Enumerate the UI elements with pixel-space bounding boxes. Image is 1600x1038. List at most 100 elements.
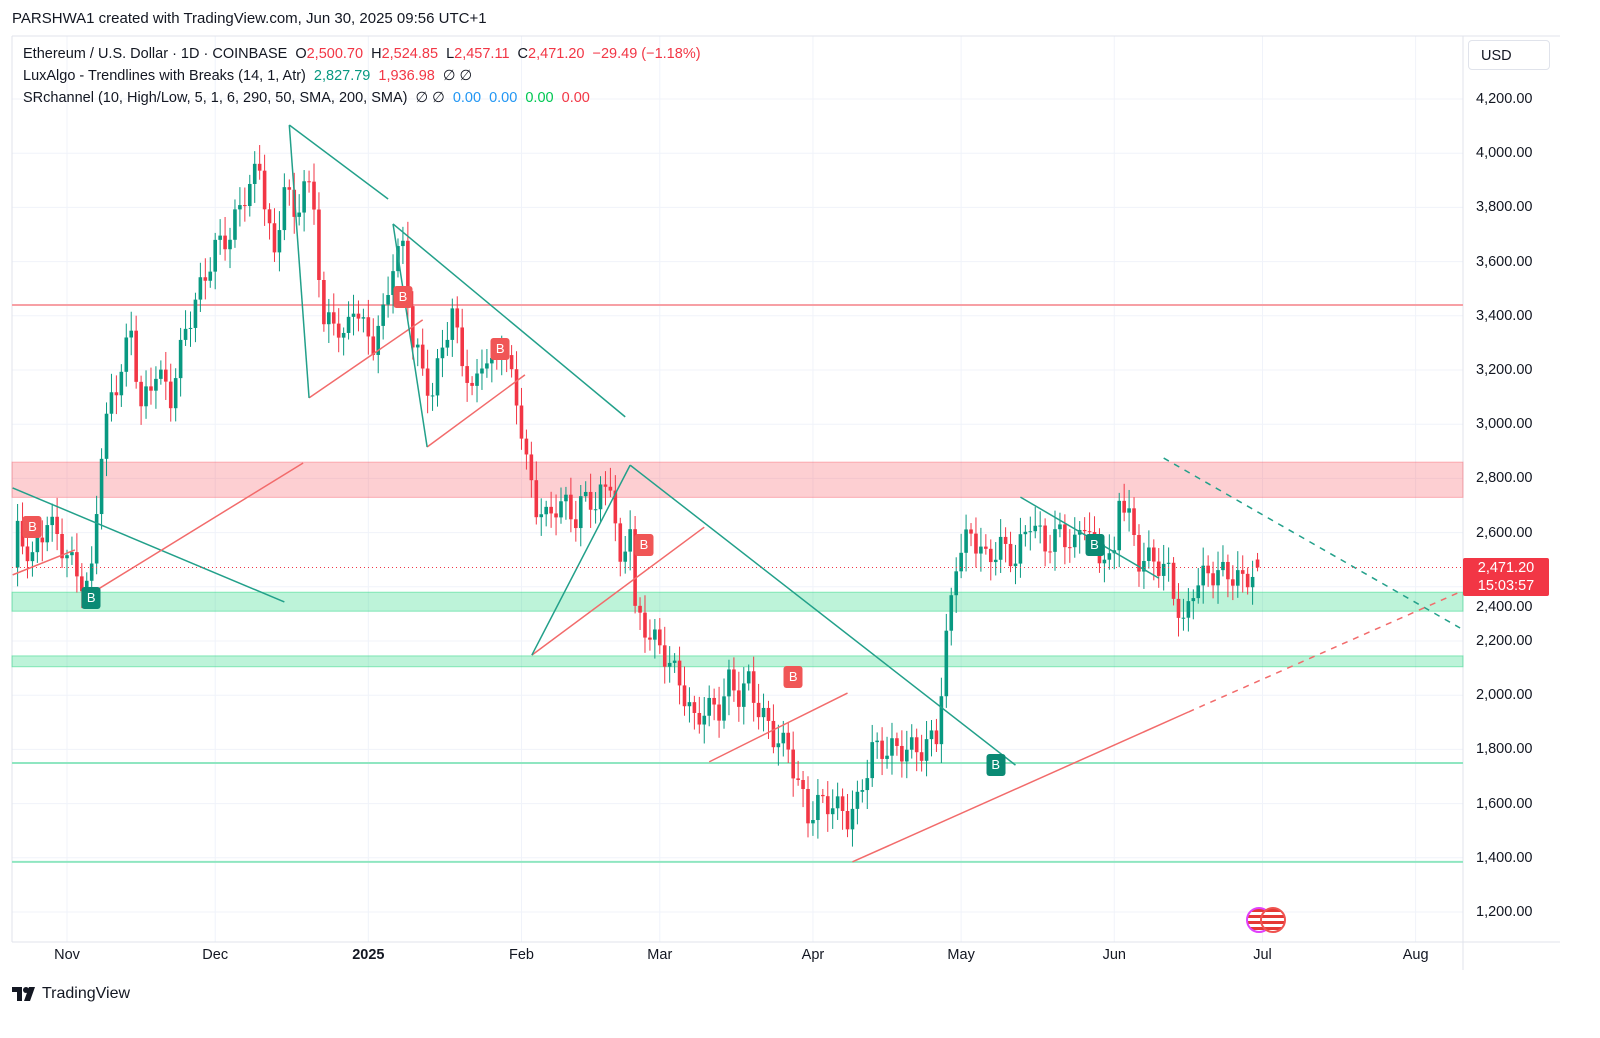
- candle-body: [776, 743, 781, 748]
- candle-body: [830, 808, 835, 815]
- tradingview-logo-icon: [12, 987, 35, 1001]
- candle-body: [1226, 561, 1230, 580]
- candle-body: [801, 779, 805, 789]
- candle-body: [835, 796, 840, 809]
- candle-body: [1245, 573, 1250, 588]
- candle-body: [840, 796, 845, 811]
- candle-body: [356, 313, 361, 319]
- candle-body: [20, 520, 25, 547]
- symbol-name[interactable]: Ethereum / U.S. Dollar · 1D · COINBASE: [23, 46, 288, 62]
- candle-body: [243, 205, 247, 207]
- candle-body: [1008, 543, 1013, 567]
- candle-body: [490, 357, 494, 364]
- candle-body: [475, 373, 479, 386]
- downtrend-line: [12, 487, 285, 603]
- candle-body: [1250, 576, 1255, 588]
- candle-body: [80, 576, 84, 592]
- break-label-down: B: [634, 534, 654, 557]
- trendline-anchor: [392, 223, 428, 448]
- candle-body: [1152, 547, 1156, 562]
- indicator-value: 0.00: [489, 90, 518, 106]
- indicator-legend-luxalgo[interactable]: LuxAlgo - Trendlines with Breaks (14, 1,…: [23, 68, 476, 84]
- candle-body: [993, 559, 998, 563]
- candle-body: [1023, 531, 1028, 535]
- candle-body: [287, 187, 292, 190]
- empty-value-icons: ∅ ∅: [415, 90, 445, 106]
- candle-body: [1191, 598, 1196, 602]
- indicator-name[interactable]: SRchannel (10, High/Low, 5, 1, 6, 290, 5…: [23, 90, 408, 106]
- candle-body: [1072, 534, 1077, 548]
- candle-body: [94, 514, 99, 564]
- candle-body: [1235, 570, 1240, 586]
- uptrend-line: [308, 319, 424, 399]
- candle-body: [949, 595, 954, 631]
- candle-body: [751, 671, 756, 703]
- candle-body: [524, 438, 529, 455]
- support-zone: [11, 655, 1464, 668]
- candle-body: [786, 732, 791, 750]
- candle-body: [707, 697, 711, 716]
- candle-body: [262, 170, 267, 210]
- candle-body: [233, 209, 237, 240]
- candle-body: [741, 683, 746, 707]
- break-label-up: B: [81, 586, 101, 609]
- indicator-name[interactable]: LuxAlgo - Trendlines with Breaks (14, 1,…: [23, 68, 306, 84]
- price-axis-label: 2,600.00: [1476, 524, 1533, 541]
- candle-body: [732, 669, 736, 691]
- candle-body: [485, 363, 489, 369]
- time-axis-label: Apr: [801, 947, 825, 963]
- time-axis-label: Jul: [1253, 947, 1272, 963]
- candle-body: [450, 308, 455, 340]
- candle-body: [60, 534, 64, 559]
- candle-body: [341, 332, 346, 338]
- candle-body: [796, 778, 800, 780]
- candle-body: [821, 794, 825, 797]
- candle-body: [1137, 535, 1141, 572]
- price-axis-label: 3,200.00: [1476, 362, 1533, 378]
- candle-body: [267, 209, 272, 224]
- candle-body: [1127, 508, 1131, 513]
- us-flag-icon[interactable]: [1260, 907, 1286, 933]
- candle-body: [307, 181, 311, 183]
- candle-body: [391, 271, 395, 296]
- candle-body: [84, 580, 89, 592]
- break-label-down: B: [22, 516, 42, 539]
- candle-body: [697, 712, 702, 725]
- close-value: 2,471.20: [528, 46, 585, 62]
- price-axis-label: 3,800.00: [1476, 199, 1533, 216]
- currency-button[interactable]: USD: [1468, 40, 1550, 70]
- downtrend-line: [629, 464, 1016, 766]
- candle-body: [40, 537, 45, 543]
- tradingview-logo[interactable]: TradingView: [12, 985, 130, 1003]
- candle-body: [154, 378, 158, 391]
- candle-body: [114, 392, 119, 396]
- candle-body: [988, 548, 993, 563]
- candle-body: [203, 277, 208, 281]
- candle-body: [781, 732, 786, 744]
- candle-body: [1117, 500, 1122, 551]
- candle-body: [974, 533, 978, 554]
- candle-body: [164, 369, 168, 382]
- candle-body: [909, 737, 914, 750]
- indicator-legend-srchannel[interactable]: SRchannel (10, High/Low, 5, 1, 6, 290, 5…: [23, 90, 594, 106]
- candle-body: [653, 629, 657, 640]
- candle-body: [771, 720, 776, 748]
- candle-body: [336, 323, 341, 338]
- price-axis-label: 3,000.00: [1476, 416, 1533, 433]
- candle-body: [1211, 573, 1215, 586]
- support-zone: [11, 591, 1464, 612]
- price-axis-label: 2,200.00: [1476, 633, 1533, 649]
- candle-body: [1206, 565, 1210, 574]
- candle-body: [727, 669, 731, 697]
- candle-body: [346, 316, 351, 333]
- candle-body: [351, 313, 356, 317]
- change-value: −29.49 (−1.18%): [592, 46, 701, 62]
- candle-body: [1166, 562, 1171, 564]
- price-axis-label: 1,200.00: [1476, 904, 1533, 920]
- candle-body: [1038, 525, 1042, 527]
- price-axis-label: 4,200.00: [1476, 91, 1533, 107]
- candle-body: [667, 662, 672, 667]
- candle-body: [954, 571, 958, 596]
